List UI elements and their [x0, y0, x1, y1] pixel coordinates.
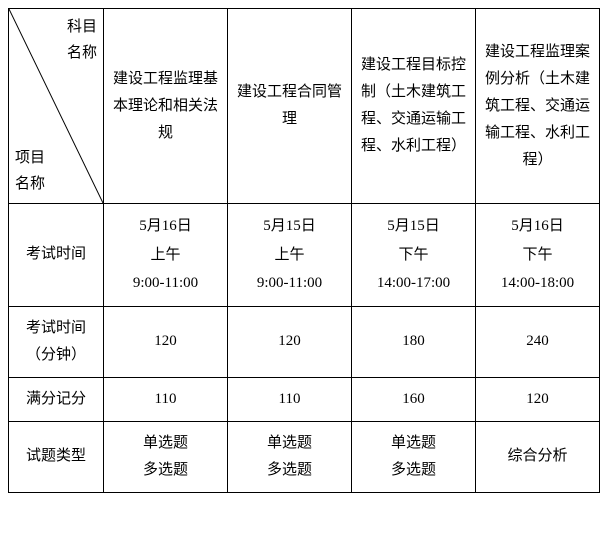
subject-header-3: 建设工程监理案例分析（土木建筑工程、交通运输工程、水利工程）: [476, 9, 600, 204]
exam-period: 上午: [274, 247, 304, 263]
duration-label: 考试时间（分钟）: [9, 306, 104, 377]
exam-time-row: 考试时间 5月16日 上午 9:00-11:00 5月15日 上午 9:00-1…: [9, 204, 600, 307]
duration-cell-2: 180: [352, 306, 476, 377]
exam-schedule-table: 科目 名称 项目 名称 建设工程监理基本理论和相关法规 建设工程合同管理 建设工…: [8, 8, 600, 493]
full-score-cell-0: 110: [104, 377, 228, 421]
header-row: 科目 名称 项目 名称 建设工程监理基本理论和相关法规 建设工程合同管理 建设工…: [9, 9, 600, 204]
qtype-l2: 多选题: [391, 462, 436, 478]
qtype-l2: 多选题: [267, 462, 312, 478]
exam-date: 5月15日: [387, 218, 440, 234]
qtype-l1: 综合分析: [507, 448, 567, 464]
question-type-cell-1: 单选题 多选题: [228, 421, 352, 492]
corner-top-label: 科目 名称: [67, 15, 97, 66]
full-score-cell-2: 160: [352, 377, 476, 421]
corner-top-l1: 科目: [67, 19, 97, 35]
corner-top-l2: 名称: [67, 45, 97, 61]
question-type-cell-3: 综合分析: [476, 421, 600, 492]
exam-period: 下午: [398, 247, 428, 263]
exam-hours: 14:00-18:00: [501, 275, 574, 291]
exam-date: 5月15日: [263, 218, 316, 234]
corner-bottom-label: 项目 名称: [15, 146, 45, 197]
full-score-cell-1: 110: [228, 377, 352, 421]
exam-hours: 9:00-11:00: [257, 275, 322, 291]
question-type-label: 试题类型: [9, 421, 104, 492]
duration-cell-1: 120: [228, 306, 352, 377]
subject-header-1: 建设工程合同管理: [228, 9, 352, 204]
corner-bottom-l2: 名称: [15, 176, 45, 192]
qtype-l1: 单选题: [143, 435, 188, 451]
qtype-l2: 多选题: [143, 462, 188, 478]
corner-bottom-l1: 项目: [15, 150, 45, 166]
question-type-cell-2: 单选题 多选题: [352, 421, 476, 492]
exam-time-cell-0: 5月16日 上午 9:00-11:00: [104, 204, 228, 307]
subject-header-0: 建设工程监理基本理论和相关法规: [104, 9, 228, 204]
qtype-l1: 单选题: [267, 435, 312, 451]
full-score-label: 满分记分: [9, 377, 104, 421]
corner-cell: 科目 名称 项目 名称: [9, 9, 104, 204]
subject-header-2: 建设工程目标控制（土木建筑工程、交通运输工程、水利工程）: [352, 9, 476, 204]
exam-time-label: 考试时间: [9, 204, 104, 307]
exam-period: 下午: [522, 247, 552, 263]
question-type-cell-0: 单选题 多选题: [104, 421, 228, 492]
exam-time-cell-1: 5月15日 上午 9:00-11:00: [228, 204, 352, 307]
duration-row: 考试时间（分钟） 120 120 180 240: [9, 306, 600, 377]
duration-cell-3: 240: [476, 306, 600, 377]
qtype-l1: 单选题: [391, 435, 436, 451]
exam-date: 5月16日: [511, 218, 564, 234]
duration-cell-0: 120: [104, 306, 228, 377]
exam-time-cell-2: 5月15日 下午 14:00-17:00: [352, 204, 476, 307]
exam-period: 上午: [150, 247, 180, 263]
exam-hours: 14:00-17:00: [377, 275, 450, 291]
exam-hours: 9:00-11:00: [133, 275, 198, 291]
full-score-cell-3: 120: [476, 377, 600, 421]
full-score-row: 满分记分 110 110 160 120: [9, 377, 600, 421]
exam-date: 5月16日: [139, 218, 192, 234]
exam-time-cell-3: 5月16日 下午 14:00-18:00: [476, 204, 600, 307]
question-type-row: 试题类型 单选题 多选题 单选题 多选题 单选题 多选题 综合分析: [9, 421, 600, 492]
